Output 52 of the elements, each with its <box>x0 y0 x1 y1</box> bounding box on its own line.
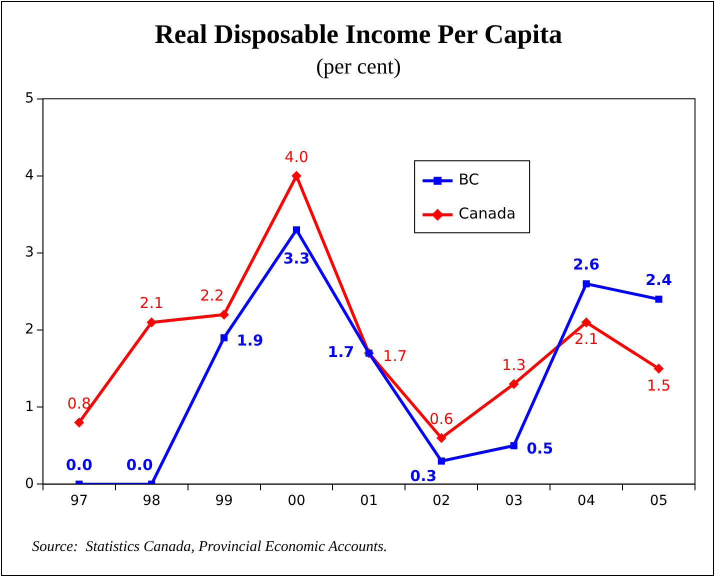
y-tick-label: 2 <box>24 322 34 338</box>
data-label: 1.3 <box>502 356 526 374</box>
data-label: 0.0 <box>126 456 153 474</box>
data-label: 2.1 <box>574 330 598 348</box>
point <box>582 280 590 288</box>
x-tick-label: 02 <box>432 493 450 510</box>
y-tick-label: 4 <box>24 168 34 184</box>
point <box>510 442 518 450</box>
point <box>220 334 228 342</box>
y-tick-label: 1 <box>24 398 34 415</box>
x-tick-label: 99 <box>215 493 233 510</box>
point <box>655 296 662 303</box>
point <box>654 364 664 374</box>
chart-title: Real Disposable Income Per Capita <box>154 19 563 50</box>
point <box>74 418 84 428</box>
y-tick-label: 0 <box>24 476 34 492</box>
data-label: 2.4 <box>645 271 672 290</box>
point <box>292 226 300 234</box>
data-label: 1.7 <box>328 343 354 362</box>
x-tick-label: 98 <box>142 493 161 510</box>
legend-label: Canada <box>458 204 516 223</box>
point <box>146 317 157 328</box>
y-tick-label: 5 <box>24 90 34 106</box>
x-tick-label: 00 <box>288 493 306 510</box>
x-tick-label: 01 <box>360 493 378 510</box>
chart-subtitle: (per cent) <box>316 53 401 78</box>
x-tick-label: 03 <box>504 493 523 510</box>
data-label: 0.3 <box>410 466 437 485</box>
point <box>292 170 302 181</box>
data-label: 2.1 <box>140 294 164 312</box>
y-tick-label: 3 <box>24 244 34 261</box>
data-label: 0.0 <box>66 456 92 474</box>
x-tick-label: 97 <box>70 493 88 510</box>
data-label: 2.2 <box>200 286 224 305</box>
point <box>581 317 592 328</box>
data-label: 2.6 <box>573 256 600 274</box>
point <box>436 432 446 443</box>
data-label: 1.7 <box>383 347 407 366</box>
data-label: 4.0 <box>284 148 308 166</box>
point <box>438 458 445 465</box>
x-tick-label: 05 <box>650 493 668 510</box>
data-label: 1.5 <box>646 376 671 394</box>
x-tick-label: 04 <box>577 493 596 510</box>
legend-label: BC <box>458 170 480 189</box>
data-label: 3.3 <box>283 250 310 268</box>
data-label: 0.8 <box>67 394 92 412</box>
data-label: 1.9 <box>236 332 264 350</box>
data-label: 0.6 <box>429 410 454 428</box>
data-label: 0.5 <box>526 440 554 458</box>
source-note: Source: Statistics Canada, Provincial Economic Accounts. <box>32 539 388 555</box>
point <box>219 310 230 320</box>
point <box>508 378 519 389</box>
